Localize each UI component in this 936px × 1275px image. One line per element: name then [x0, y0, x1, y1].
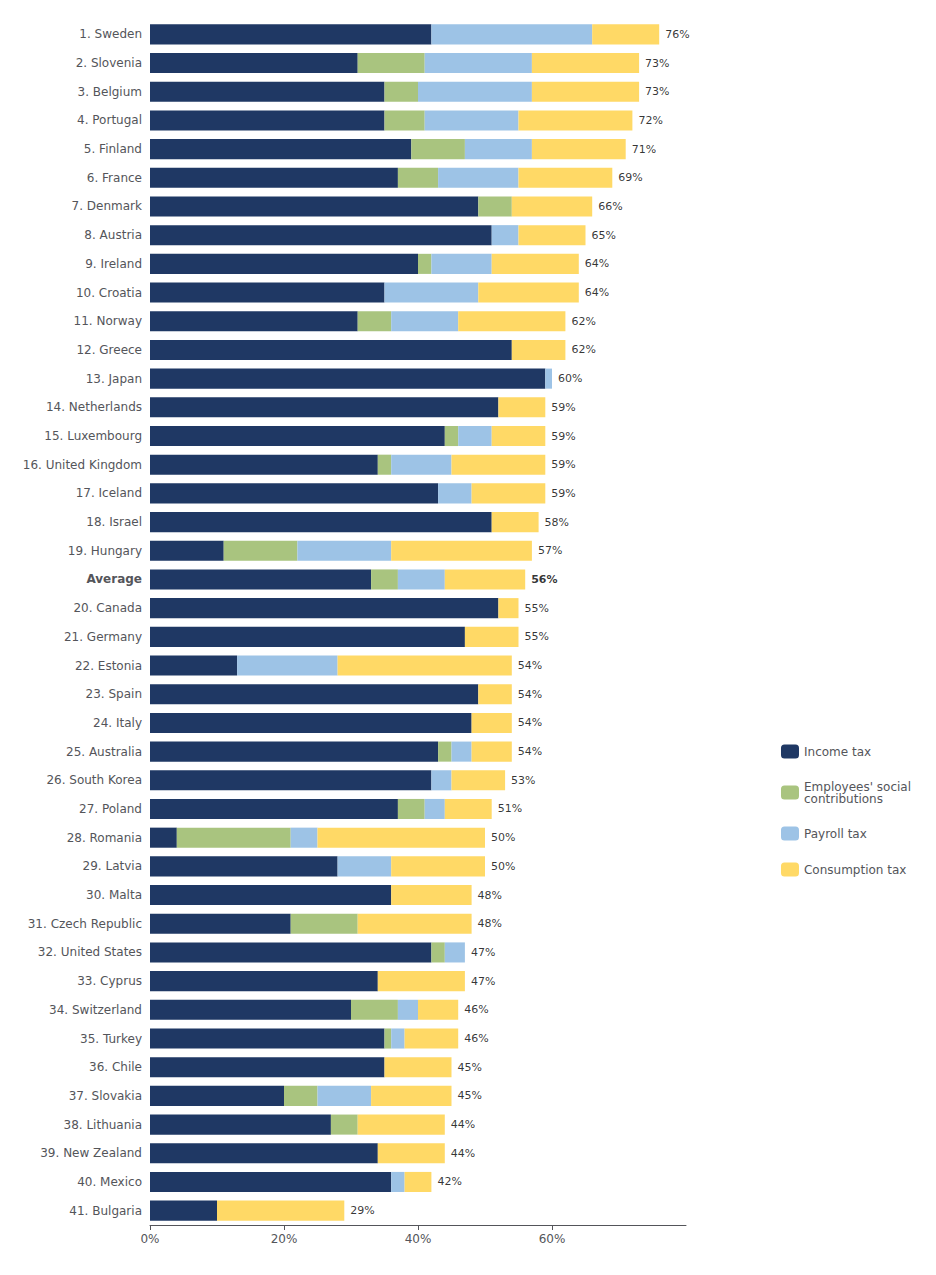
svg-text:31. Czech Republic: 31. Czech Republic: [28, 917, 142, 931]
svg-text:20. Canada: 20. Canada: [73, 601, 142, 615]
svg-text:26. South Korea: 26. South Korea: [46, 773, 142, 787]
svg-text:55%: 55%: [525, 630, 549, 643]
svg-text:60%: 60%: [539, 1232, 566, 1246]
svg-text:14. Netherlands: 14. Netherlands: [46, 400, 142, 414]
svg-text:44%: 44%: [451, 1118, 475, 1131]
svg-text:Consumption tax: Consumption tax: [804, 863, 906, 877]
svg-text:50%: 50%: [491, 860, 515, 873]
svg-text:56%: 56%: [531, 573, 557, 586]
svg-text:24. Italy: 24. Italy: [93, 716, 142, 730]
svg-text:50%: 50%: [491, 831, 515, 844]
svg-text:11. Norway: 11. Norway: [74, 314, 142, 328]
svg-text:47%: 47%: [471, 946, 495, 959]
svg-text:53%: 53%: [511, 774, 535, 787]
svg-text:40. Mexico: 40. Mexico: [77, 1175, 142, 1189]
svg-text:21. Germany: 21. Germany: [64, 630, 142, 644]
svg-text:54%: 54%: [518, 745, 542, 758]
svg-text:30. Malta: 30. Malta: [86, 888, 142, 902]
svg-text:59%: 59%: [551, 430, 575, 443]
svg-text:Income tax: Income tax: [804, 745, 871, 759]
svg-text:62%: 62%: [571, 343, 595, 356]
svg-text:72%: 72%: [638, 114, 662, 127]
svg-text:62%: 62%: [571, 315, 595, 328]
svg-text:71%: 71%: [632, 143, 656, 156]
svg-text:76%: 76%: [665, 28, 689, 41]
svg-text:Employees' social: Employees' social: [804, 779, 911, 794]
svg-text:27. Poland: 27. Poland: [79, 802, 142, 816]
svg-text:6. France: 6. France: [87, 171, 142, 185]
svg-text:59%: 59%: [551, 401, 575, 414]
svg-text:73%: 73%: [645, 57, 669, 70]
svg-text:48%: 48%: [478, 889, 502, 902]
svg-text:42%: 42%: [437, 1175, 461, 1188]
svg-text:9. Ireland: 9. Ireland: [85, 257, 142, 271]
svg-text:1. Sweden: 1. Sweden: [79, 27, 142, 41]
svg-text:10. Croatia: 10. Croatia: [76, 286, 142, 300]
svg-text:23. Spain: 23. Spain: [86, 687, 142, 701]
svg-text:Average: Average: [86, 572, 142, 586]
svg-text:2. Slovenia: 2. Slovenia: [76, 56, 142, 70]
svg-text:16. United Kingdom: 16. United Kingdom: [23, 458, 142, 472]
svg-text:45%: 45%: [458, 1089, 482, 1102]
svg-text:66%: 66%: [598, 200, 622, 213]
svg-text:55%: 55%: [525, 602, 549, 615]
svg-text:29%: 29%: [350, 1204, 374, 1217]
svg-text:59%: 59%: [551, 458, 575, 471]
svg-text:39. New Zealand: 39. New Zealand: [40, 1146, 142, 1160]
svg-text:5. Finland: 5. Finland: [84, 142, 142, 156]
svg-text:0%: 0%: [140, 1232, 159, 1246]
svg-text:54%: 54%: [518, 659, 542, 672]
svg-text:4. Portugal: 4. Portugal: [77, 113, 142, 127]
svg-text:40%: 40%: [405, 1232, 432, 1246]
svg-text:47%: 47%: [471, 975, 495, 988]
svg-text:38. Lithuania: 38. Lithuania: [64, 1118, 142, 1132]
svg-text:41. Bulgaria: 41. Bulgaria: [69, 1204, 142, 1218]
svg-text:29. Latvia: 29. Latvia: [83, 859, 142, 873]
svg-text:32. United States: 32. United States: [38, 945, 142, 959]
svg-text:34. Switzerland: 34. Switzerland: [49, 1003, 142, 1017]
svg-text:58%: 58%: [545, 516, 569, 529]
svg-text:3. Belgium: 3. Belgium: [78, 85, 142, 99]
svg-text:19. Hungary: 19. Hungary: [68, 544, 142, 558]
svg-text:15. Luxembourg: 15. Luxembourg: [44, 429, 142, 443]
svg-text:18. Israel: 18. Israel: [86, 515, 142, 529]
svg-text:7. Denmark: 7. Denmark: [72, 199, 142, 213]
svg-text:37. Slovakia: 37. Slovakia: [69, 1089, 142, 1103]
svg-text:73%: 73%: [645, 85, 669, 98]
svg-text:13. Japan: 13. Japan: [86, 372, 142, 386]
svg-text:12. Greece: 12. Greece: [76, 343, 142, 357]
svg-text:46%: 46%: [464, 1032, 488, 1045]
svg-text:57%: 57%: [538, 544, 562, 557]
svg-text:35. Turkey: 35. Turkey: [80, 1032, 142, 1046]
svg-text:36. Chile: 36. Chile: [89, 1060, 142, 1074]
svg-text:44%: 44%: [451, 1147, 475, 1160]
svg-text:64%: 64%: [585, 257, 609, 270]
svg-text:contributions: contributions: [804, 792, 883, 806]
svg-text:22. Estonia: 22. Estonia: [75, 659, 142, 673]
svg-text:8. Austria: 8. Austria: [84, 228, 142, 242]
svg-text:Payroll tax: Payroll tax: [804, 827, 867, 841]
svg-text:54%: 54%: [518, 716, 542, 729]
svg-text:20%: 20%: [271, 1232, 298, 1246]
svg-text:46%: 46%: [464, 1003, 488, 1016]
svg-text:48%: 48%: [478, 917, 502, 930]
svg-text:54%: 54%: [518, 688, 542, 701]
svg-text:25. Australia: 25. Australia: [66, 745, 142, 759]
svg-text:51%: 51%: [498, 802, 522, 815]
svg-text:28. Romania: 28. Romania: [67, 831, 142, 845]
svg-text:69%: 69%: [618, 171, 642, 184]
svg-text:60%: 60%: [558, 372, 582, 385]
svg-text:45%: 45%: [458, 1061, 482, 1074]
svg-text:59%: 59%: [551, 487, 575, 500]
svg-text:64%: 64%: [585, 286, 609, 299]
svg-text:65%: 65%: [592, 229, 616, 242]
svg-text:33. Cyprus: 33. Cyprus: [77, 974, 142, 988]
svg-text:17. Iceland: 17. Iceland: [76, 486, 142, 500]
